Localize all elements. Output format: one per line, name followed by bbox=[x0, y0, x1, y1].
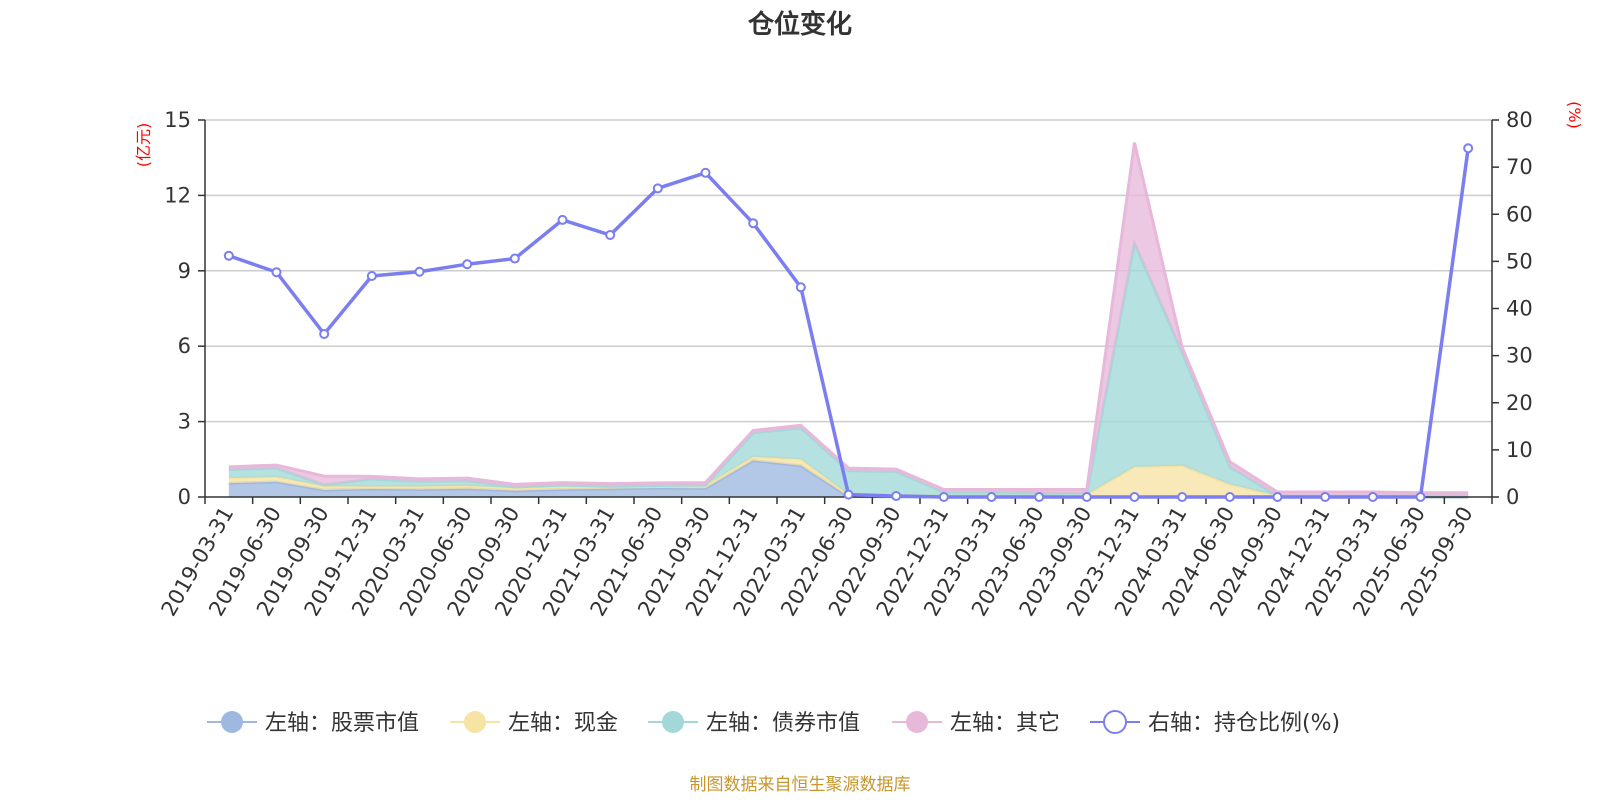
left-tick-label: 15 bbox=[164, 108, 191, 132]
ratio-point bbox=[1367, 492, 1378, 502]
legend-label: 左轴：现金 bbox=[508, 711, 618, 736]
legend-marker-icon bbox=[906, 711, 928, 733]
ratio-point bbox=[795, 282, 806, 293]
right-tick-label: 30 bbox=[1506, 344, 1533, 368]
ratio-point bbox=[700, 167, 711, 178]
ratio-point bbox=[891, 491, 902, 502]
ratio-point bbox=[605, 229, 616, 240]
ratio-line-path bbox=[228, 148, 1470, 499]
right-tick-label: 10 bbox=[1506, 438, 1533, 462]
right-tick-label: 80 bbox=[1506, 108, 1533, 132]
legend-item[interactable]: 左轴：债券市值 bbox=[648, 711, 860, 736]
area-series-2 bbox=[228, 243, 1469, 496]
chart-title: 仓位变化 bbox=[747, 9, 852, 40]
legend-label: 左轴：其它 bbox=[950, 711, 1060, 736]
ratio-point bbox=[748, 218, 759, 229]
source-note: 制图数据来自恒生聚源数据库 bbox=[690, 775, 911, 795]
ratio-point bbox=[938, 492, 949, 502]
legend-marker-icon bbox=[464, 711, 486, 733]
ratio-line bbox=[223, 143, 1474, 502]
legend-item[interactable]: 左轴：股票市值 bbox=[207, 711, 419, 736]
ratio-point bbox=[652, 183, 663, 194]
left-axis-unit: (亿元) bbox=[134, 123, 153, 168]
legend-marker-icon bbox=[221, 711, 243, 733]
left-tick-label: 6 bbox=[178, 334, 191, 358]
ratio-point bbox=[1463, 143, 1474, 154]
ratio-point bbox=[223, 250, 234, 261]
legend-item[interactable]: 右轴：持仓比例(%) bbox=[1090, 710, 1340, 736]
legend-label: 左轴：债券市值 bbox=[706, 711, 860, 736]
ratio-point bbox=[1034, 492, 1045, 502]
legend-marker-icon bbox=[662, 711, 684, 733]
ratio-point bbox=[1224, 492, 1235, 502]
right-tick-label: 20 bbox=[1506, 391, 1533, 415]
legend-item[interactable]: 左轴：现金 bbox=[450, 711, 618, 736]
ratio-point bbox=[1415, 492, 1426, 502]
legend-label: 右轴：持仓比例(%) bbox=[1148, 711, 1340, 736]
left-tick-label: 9 bbox=[178, 259, 191, 283]
ratio-point bbox=[414, 266, 425, 277]
ratio-point bbox=[843, 489, 854, 500]
ratio-point bbox=[1129, 492, 1140, 502]
grid bbox=[205, 119, 1492, 423]
area-edge-2 bbox=[228, 238, 1469, 498]
ratio-point bbox=[1320, 492, 1331, 502]
ratio-point bbox=[319, 328, 330, 339]
legend-item[interactable]: 左轴：其它 bbox=[892, 711, 1060, 736]
area-series-0 bbox=[228, 460, 1469, 497]
left-tick-label: 12 bbox=[164, 183, 191, 207]
right-tick-label: 70 bbox=[1506, 155, 1533, 179]
ratio-point bbox=[986, 492, 997, 502]
ratio-point bbox=[271, 267, 282, 278]
area-edge-3 bbox=[228, 142, 1469, 495]
right-tick-label: 50 bbox=[1506, 249, 1533, 273]
right-tick-label: 40 bbox=[1506, 297, 1533, 321]
ratio-point bbox=[509, 253, 520, 264]
left-tick-label: 0 bbox=[178, 485, 191, 509]
legend-label: 左轴：股票市值 bbox=[265, 711, 419, 736]
ratio-point bbox=[1081, 492, 1092, 502]
ratio-point bbox=[366, 270, 377, 281]
right-tick-label: 0 bbox=[1506, 485, 1519, 509]
ratio-point bbox=[1177, 492, 1188, 502]
axes: 03691215010203040506070802019-03-312019-… bbox=[157, 108, 1533, 620]
ratio-point bbox=[462, 259, 473, 270]
legend-marker-icon bbox=[1103, 710, 1127, 734]
ratio-point bbox=[557, 214, 568, 225]
left-tick-label: 3 bbox=[178, 410, 191, 434]
right-axis-unit: (%) bbox=[1565, 101, 1584, 129]
legend: 左轴：股票市值 左轴：现金 左轴：债券市值 左轴：其它 右轴：持仓比例(%) bbox=[207, 710, 1340, 736]
right-tick-label: 60 bbox=[1506, 202, 1533, 226]
ratio-point bbox=[1272, 492, 1283, 502]
